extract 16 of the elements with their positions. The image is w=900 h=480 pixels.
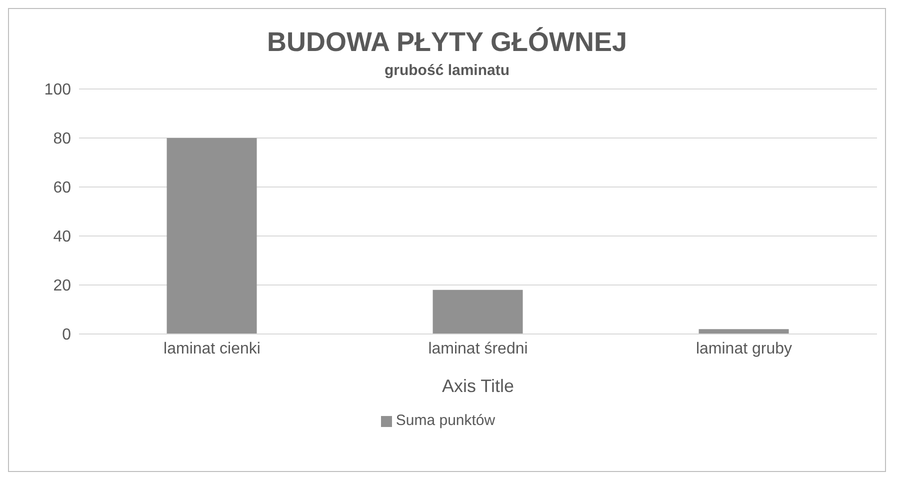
x-tick-label: laminat średni — [428, 340, 528, 358]
y-tick-label: 100 — [44, 82, 72, 99]
y-tick-label: 40 — [53, 228, 72, 246]
bar — [432, 290, 523, 334]
x-tick-label: laminat gruby — [696, 340, 792, 358]
chart-title: BUDOWA PŁYTY GŁÓWNEJ — [266, 27, 628, 58]
y-tick-label: 60 — [53, 180, 72, 197]
x-axis-title: Axis Title — [442, 376, 514, 396]
x-tick-label: laminat cienki — [164, 340, 260, 358]
bar — [698, 329, 789, 334]
y-tick-label: 0 — [62, 326, 72, 344]
chart-subtitle: grubość laminatu — [383, 62, 511, 79]
bar — [166, 138, 257, 334]
y-tick-label: 80 — [53, 130, 72, 148]
y-tick-label: 20 — [53, 278, 72, 295]
legend-label: Suma punktów — [396, 412, 496, 429]
